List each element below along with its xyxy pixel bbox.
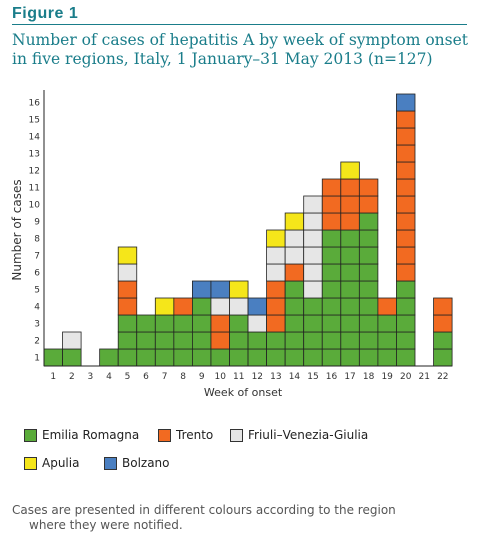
- figure-title: Number of cases of hepatitis A by week o…: [12, 31, 469, 68]
- x-tick-label-4: 4: [106, 372, 112, 382]
- y-tick-label-3: 3: [34, 320, 40, 330]
- bar-cell-week-18-trento: [358, 178, 379, 197]
- legend-item-trento: Trento: [158, 428, 213, 442]
- y-tick-label-4: 4: [34, 303, 40, 313]
- bar-cell-week-20-bolzano: [396, 93, 416, 112]
- y-tick-label-5: 5: [34, 286, 40, 296]
- legend-item-apulia: Apulia: [24, 456, 79, 470]
- legend-swatch-apulia: [24, 456, 37, 470]
- figure-rule: [12, 24, 467, 25]
- y-tick-label-9: 9: [34, 218, 40, 228]
- x-tick-label-18: 18: [363, 372, 375, 382]
- x-tick-label-17: 17: [344, 372, 355, 382]
- figure-note-line-2: where they were notified.: [29, 518, 183, 532]
- legend-swatch-emilia-romagna: [24, 428, 37, 442]
- x-tick-label-6: 6: [143, 372, 149, 382]
- x-tick-label-15: 15: [307, 372, 318, 382]
- y-tick-label-14: 14: [29, 133, 41, 143]
- x-tick-label-12: 12: [252, 372, 263, 382]
- legend-item-friuli-venezia-giulia: Friuli–Venezia-Giulia: [230, 428, 368, 442]
- legend-label-emilia-romagna: Emilia Romagna: [42, 428, 140, 442]
- y-tick-label-7: 7: [34, 252, 40, 262]
- legend-item-bolzano: Bolzano: [104, 456, 170, 470]
- y-axis-label: Number of cases: [10, 179, 24, 280]
- y-tick-label-15: 15: [29, 116, 40, 126]
- legend: Emilia Romagna Trento Friuli–Venezia-Giu…: [24, 428, 368, 470]
- bar-cell-week-2-friuli-venezia-giulia: [62, 331, 82, 350]
- x-tick-label-11: 11: [233, 372, 244, 382]
- legend-swatch-friuli-venezia-giulia: [230, 428, 243, 442]
- bar-cell-week-11-apulia: [229, 280, 249, 299]
- x-tick-label-20: 20: [400, 372, 412, 382]
- y-tick-label-1: 1: [34, 354, 40, 364]
- bar-cell-week-17-apulia: [340, 161, 360, 180]
- x-tick-label-5: 5: [125, 372, 131, 382]
- x-tick-label-7: 7: [162, 372, 168, 382]
- y-tick-label-11: 11: [29, 184, 40, 194]
- legend-label-trento: Trento: [176, 428, 214, 442]
- y-tick-label-10: 10: [29, 201, 41, 211]
- x-tick-label-14: 14: [289, 372, 301, 382]
- y-tick-label-8: 8: [34, 235, 40, 245]
- x-tick-label-1: 1: [50, 372, 56, 382]
- x-tick-label-2: 2: [69, 372, 75, 382]
- x-axis-label: Week of onset: [204, 386, 283, 399]
- legend-swatch-bolzano: [104, 456, 117, 470]
- bar-cell-week-5-apulia: [117, 246, 138, 265]
- x-tick-label-22: 22: [437, 372, 448, 382]
- legend-label-bolzano: Bolzano: [122, 456, 170, 470]
- figure-note: Cases are presented in different colours…: [12, 503, 452, 533]
- x-tick-label-16: 16: [326, 372, 338, 382]
- x-tick-label-3: 3: [88, 372, 94, 382]
- x-tick-label-21: 21: [419, 372, 430, 382]
- legend-item-emilia-romagna: Emilia Romagna: [24, 428, 139, 442]
- legend-swatch-trento: [158, 428, 171, 442]
- x-tick-label-8: 8: [180, 372, 186, 382]
- legend-label-apulia: Apulia: [42, 456, 80, 470]
- y-tick-label-2: 2: [34, 337, 40, 347]
- x-tick-label-9: 9: [199, 372, 205, 382]
- legend-label-friuli-venezia-giulia: Friuli–Venezia-Giulia: [248, 428, 369, 442]
- y-tick-label-6: 6: [34, 269, 40, 279]
- x-tick-label-19: 19: [381, 372, 393, 382]
- y-tick-label-16: 16: [29, 99, 41, 109]
- y-tick-label-13: 13: [29, 150, 40, 160]
- bar-cell-week-22-trento: [433, 297, 453, 316]
- x-tick-label-10: 10: [215, 372, 227, 382]
- y-tick-label-12: 12: [29, 167, 40, 177]
- figure-label: Figure 1: [12, 5, 79, 22]
- x-tick-label-13: 13: [270, 372, 281, 382]
- figure-note-line-1: Cases are presented in different colours…: [12, 503, 396, 517]
